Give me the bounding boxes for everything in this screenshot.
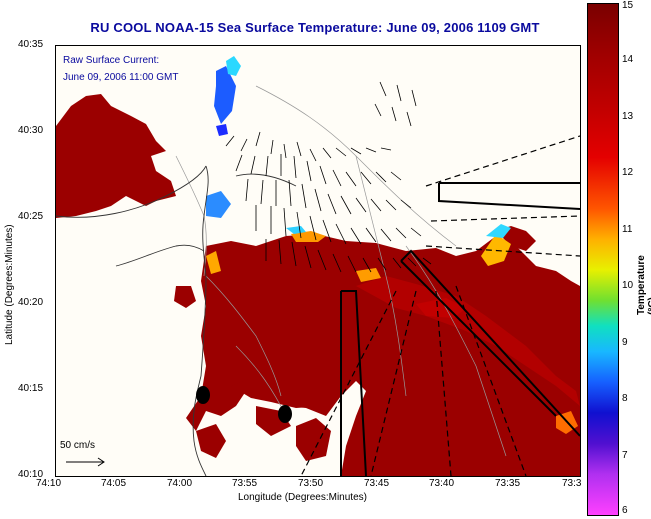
current-vectors — [225, 81, 432, 273]
colorbar-tick: 10 — [622, 280, 634, 291]
ytick-label: 40:35 — [18, 39, 44, 50]
map-canvas — [56, 46, 580, 476]
scale-label: 50 cm/s — [60, 440, 96, 451]
colorbar-tick: 13 — [622, 111, 634, 122]
x-axis-label: Longitude (Degrees:Minutes) — [238, 492, 367, 503]
radar-sector-lines — [300, 135, 580, 476]
xtick-label: 73:3 — [562, 478, 582, 489]
current-annotation-line1: Raw Surface Current: — [63, 55, 160, 66]
sst-field — [56, 56, 580, 476]
xtick-label: 74:05 — [101, 478, 127, 489]
xtick-label: 73:40 — [429, 478, 455, 489]
colorbar-tick: 9 — [622, 337, 628, 348]
colorbar-tick: 14 — [622, 54, 634, 65]
colorbar-tick: 8 — [622, 393, 628, 404]
xtick-label: 73:45 — [364, 478, 390, 489]
colorbar — [587, 3, 619, 516]
boundary-lines — [340, 182, 580, 476]
xtick-label: 73:50 — [298, 478, 324, 489]
colorbar-tick: 15 — [622, 0, 634, 11]
xtick-label: 74:00 — [167, 478, 193, 489]
station-markers — [196, 386, 292, 423]
xtick-label: 74:10 — [36, 478, 62, 489]
ytick-label: 40:30 — [18, 125, 44, 136]
colorbar-tick: 7 — [622, 450, 628, 461]
ytick-label: 40:15 — [18, 383, 44, 394]
colorbar-label: Temperature (°C) — [636, 255, 651, 315]
colorbar-tick: 12 — [622, 167, 634, 178]
current-annotation-line2: June 09, 2006 11:00 GMT — [63, 72, 179, 83]
colorbar-tick: 6 — [622, 505, 628, 516]
ytick-label: 40:25 — [18, 211, 44, 222]
xtick-label: 73:35 — [495, 478, 521, 489]
colorbar-tick: 11 — [622, 224, 633, 235]
y-axis-label: Latitude (Degrees:Minutes) — [4, 224, 15, 345]
ytick-label: 40:10 — [18, 469, 44, 480]
sst-map — [55, 45, 581, 477]
xtick-label: 73:55 — [232, 478, 258, 489]
ytick-label: 40:20 — [18, 297, 44, 308]
map-title: RU COOL NOAA-15 Sea Surface Temperature:… — [90, 20, 540, 35]
scale-arrow — [66, 457, 105, 467]
